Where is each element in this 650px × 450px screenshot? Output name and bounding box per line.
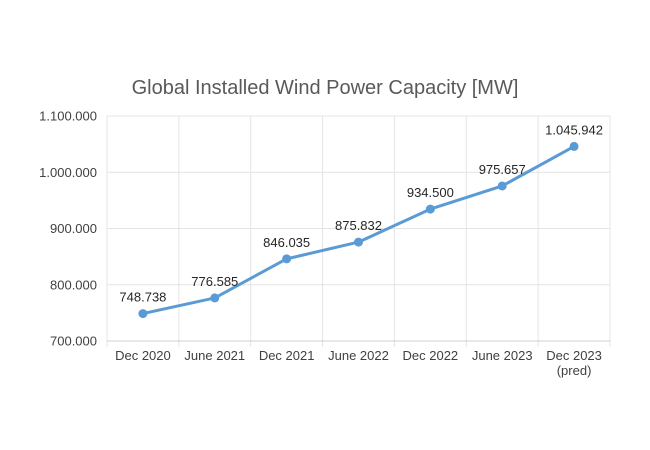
label-layer: 748.738 776.585 846.035 875.832 934.500 975.6… — [119, 122, 603, 304]
x-tick-label: June 2021 — [184, 348, 245, 363]
y-tick-label: 1.100.000 — [39, 109, 97, 124]
chart-title: Global Installed Wind Power Capacity [MW… — [132, 77, 519, 99]
data-point — [497, 181, 507, 191]
axis-layer: 700.000 800.000 900.000 1.000.000 1.100.000 D… — [39, 109, 610, 378]
data-label: 846.035 — [263, 235, 310, 250]
data-label: 748.738 — [119, 290, 166, 305]
data-label: 776.585 — [191, 274, 238, 289]
x-tick-label: Dec 2020 — [115, 348, 171, 363]
x-tick-label: June 2022 — [328, 348, 389, 363]
grid-layer — [106, 115, 611, 347]
x-tick-label: Dec 2023 — [546, 348, 602, 363]
data-label: 934.500 — [407, 185, 454, 200]
y-tick-label: 900.000 — [50, 221, 97, 236]
x-tick-label: (pred) — [557, 363, 592, 378]
data-point — [210, 293, 220, 303]
x-tick-label: June 2023 — [472, 348, 533, 363]
x-tick-label: Dec 2021 — [259, 348, 315, 363]
y-tick-label: 1.000.000 — [39, 165, 97, 180]
data-point — [138, 309, 148, 319]
data-point — [425, 204, 435, 214]
series-layer — [138, 141, 579, 319]
x-tick-label: Dec 2022 — [403, 348, 459, 363]
data-point — [569, 141, 579, 151]
y-tick-label: 800.000 — [50, 277, 97, 292]
y-tick-label: 700.000 — [50, 334, 97, 349]
data-label: 875.832 — [335, 218, 382, 233]
data-label: 1.045.942 — [545, 122, 603, 137]
data-point — [354, 237, 363, 247]
data-label: 975.657 — [479, 162, 526, 177]
data-point — [282, 254, 292, 264]
